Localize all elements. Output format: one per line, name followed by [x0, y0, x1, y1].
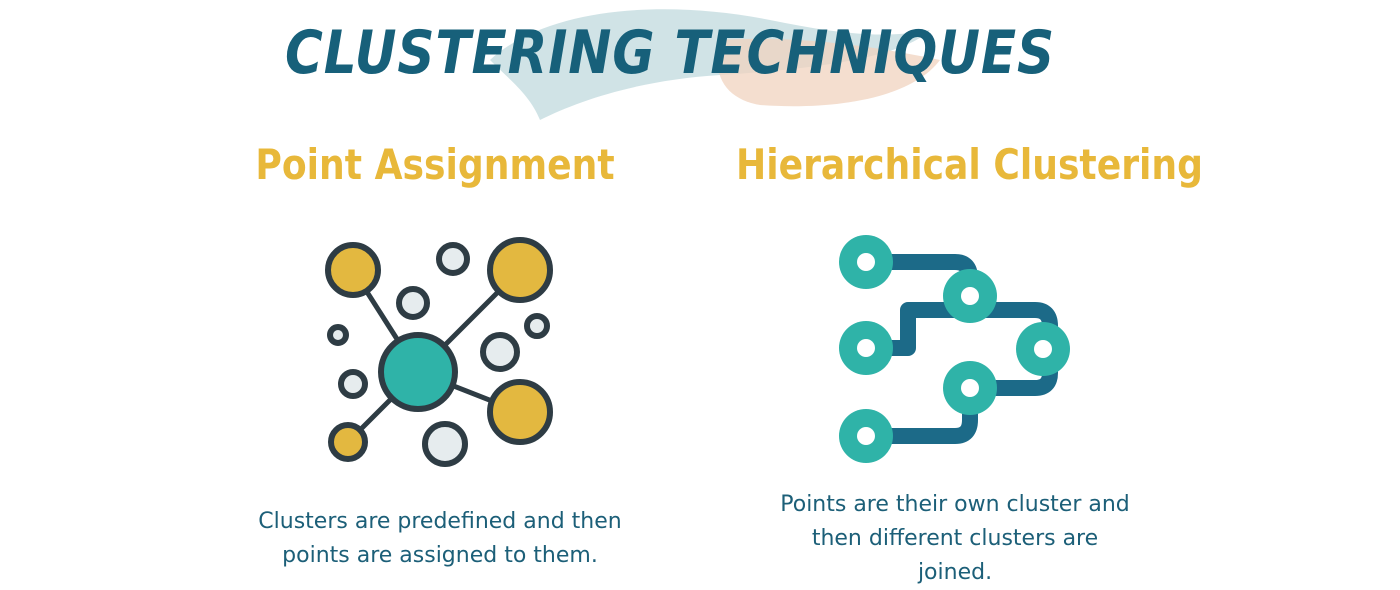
cluster-center-circle — [378, 332, 458, 412]
small-point-circle — [480, 332, 520, 372]
node-hole — [857, 427, 875, 445]
small-point-circle — [396, 286, 430, 320]
description-line: Clusters are predefined and then — [258, 509, 622, 534]
yellow-point-circle — [487, 379, 553, 445]
small-point-circle — [524, 313, 550, 339]
description-line: joined. — [917, 560, 993, 585]
brush-stroke-peach — [717, 38, 940, 107]
point-assignment-heading: Point Assignment — [255, 140, 615, 189]
yellow-point-circle — [328, 422, 368, 462]
node-hole — [1034, 340, 1052, 358]
cluster-network-icon — [325, 237, 553, 467]
small-point-circle — [338, 369, 368, 399]
node-hole — [857, 253, 875, 271]
hierarchical-clustering-description: Points are their own cluster and then di… — [740, 488, 1170, 590]
node-hole — [857, 339, 875, 357]
hierarchical-clustering-heading: Hierarchical Clustering — [735, 140, 1203, 189]
description-line: points are assigned to them. — [282, 543, 598, 568]
title-brush-stroke — [490, 9, 940, 120]
yellow-point-circle — [487, 237, 553, 303]
point-assignment-description: Clusters are predefined and then points … — [235, 505, 645, 573]
hierarchy-nodes — [839, 235, 1070, 463]
node-hole — [961, 287, 979, 305]
hierarchy-flow-icon — [839, 235, 1070, 463]
small-point-circle — [422, 421, 468, 467]
page-title: CLUSTERING TECHNIQUES — [285, 18, 1055, 88]
brush-stroke-blue — [490, 9, 930, 120]
yellow-point-circle — [325, 242, 381, 298]
small-point-circle — [327, 324, 349, 346]
node-hole — [961, 379, 979, 397]
description-line: then different clusters are — [811, 526, 1099, 551]
small-point-circle — [436, 242, 470, 276]
description-line: Points are their own cluster and — [780, 492, 1130, 517]
